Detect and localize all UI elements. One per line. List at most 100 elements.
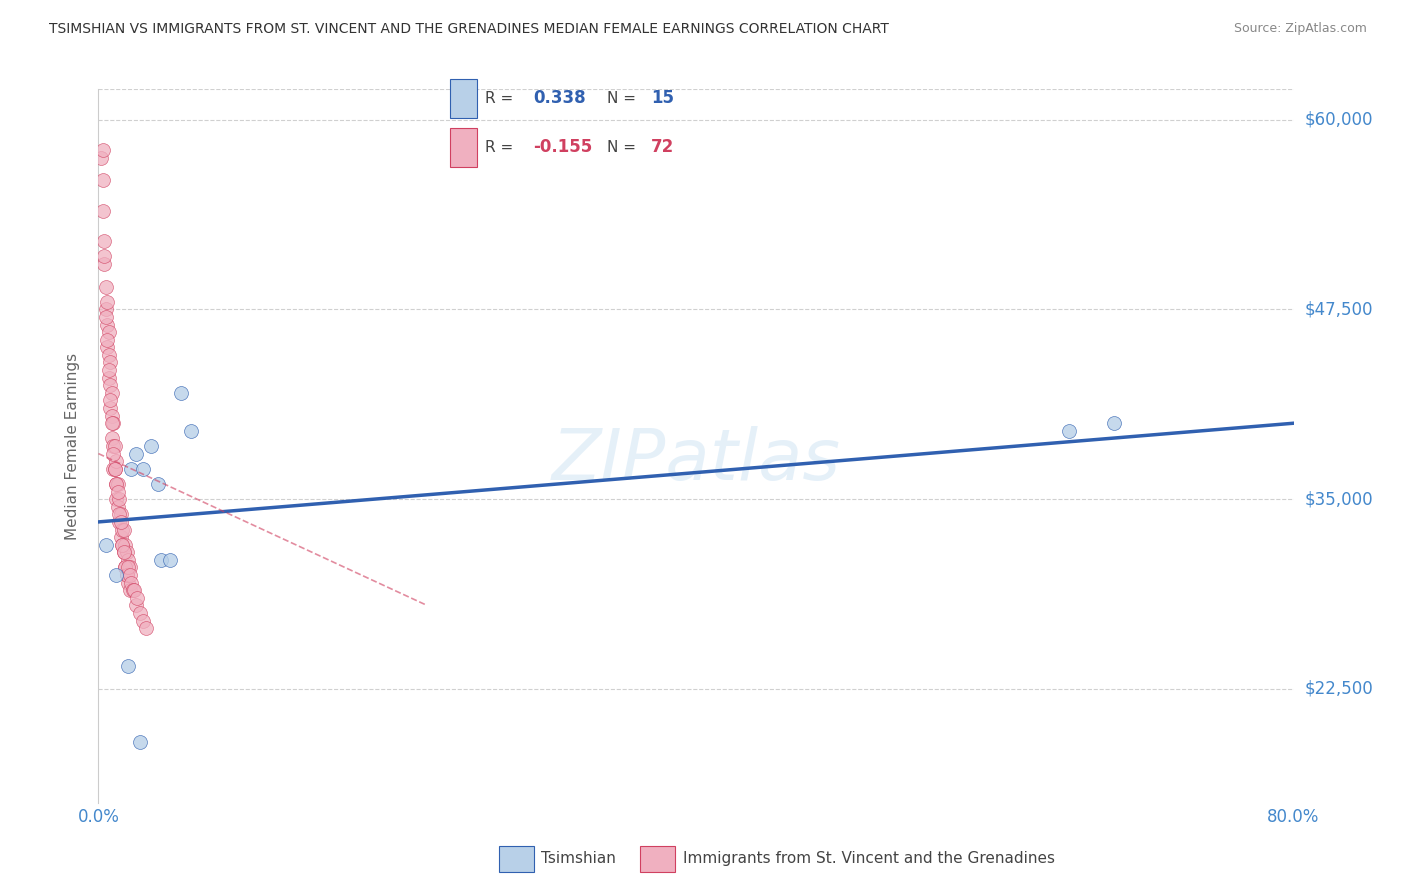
Point bbox=[148, 477, 170, 491]
Point bbox=[139, 439, 162, 453]
Text: $22,500: $22,500 bbox=[1305, 680, 1374, 698]
Point bbox=[120, 575, 142, 590]
Point bbox=[110, 515, 132, 529]
Point bbox=[101, 385, 124, 400]
Text: TSIMSHIAN VS IMMIGRANTS FROM ST. VINCENT AND THE GRENADINES MEDIAN FEMALE EARNIN: TSIMSHIAN VS IMMIGRANTS FROM ST. VINCENT… bbox=[49, 22, 889, 37]
Text: Tsimshian: Tsimshian bbox=[541, 852, 616, 866]
Point bbox=[91, 143, 114, 157]
Point bbox=[104, 462, 127, 476]
Point bbox=[105, 477, 128, 491]
Text: R =: R = bbox=[485, 140, 513, 155]
Text: ZIPatlas: ZIPatlas bbox=[551, 425, 841, 495]
Point bbox=[93, 257, 115, 271]
Text: 72: 72 bbox=[651, 138, 675, 156]
Text: N =: N = bbox=[607, 140, 637, 155]
Point bbox=[118, 568, 141, 582]
Point bbox=[124, 583, 146, 598]
Point bbox=[110, 508, 132, 522]
Point bbox=[103, 439, 125, 453]
Point bbox=[114, 538, 136, 552]
Point bbox=[98, 401, 122, 415]
Point bbox=[115, 545, 138, 559]
Point bbox=[159, 553, 181, 567]
Bar bbox=[450, 128, 477, 167]
Point bbox=[112, 545, 135, 559]
Point bbox=[97, 325, 120, 339]
Point bbox=[108, 508, 131, 522]
Point bbox=[118, 583, 141, 598]
Point bbox=[114, 560, 136, 574]
Point bbox=[94, 279, 117, 293]
Point bbox=[90, 151, 112, 165]
Point bbox=[101, 409, 124, 423]
Point bbox=[91, 173, 114, 187]
Point bbox=[93, 234, 115, 248]
Text: -0.155: -0.155 bbox=[533, 138, 592, 156]
Point bbox=[96, 340, 118, 354]
Point bbox=[108, 515, 131, 529]
Point bbox=[117, 560, 139, 574]
Point bbox=[132, 614, 155, 628]
Point bbox=[132, 462, 155, 476]
Point bbox=[117, 553, 139, 567]
Point bbox=[107, 484, 129, 499]
Point bbox=[107, 500, 129, 514]
Bar bbox=[450, 78, 477, 118]
Point bbox=[129, 606, 152, 620]
Point bbox=[115, 568, 138, 582]
Point bbox=[169, 385, 191, 400]
Point bbox=[94, 538, 117, 552]
Text: $60,000: $60,000 bbox=[1305, 111, 1374, 128]
Point bbox=[101, 431, 124, 445]
Point bbox=[115, 568, 138, 582]
Point bbox=[180, 424, 202, 438]
Point bbox=[125, 447, 148, 461]
Text: 15: 15 bbox=[651, 89, 675, 107]
Point bbox=[97, 370, 120, 384]
Point bbox=[111, 523, 134, 537]
Point bbox=[1104, 416, 1126, 430]
Point bbox=[117, 575, 139, 590]
Text: Immigrants from St. Vincent and the Grenadines: Immigrants from St. Vincent and the Gren… bbox=[683, 852, 1056, 866]
Point bbox=[108, 492, 131, 507]
Point bbox=[129, 735, 152, 749]
Point bbox=[96, 294, 118, 309]
Point bbox=[114, 560, 136, 574]
Point bbox=[117, 659, 139, 673]
Point bbox=[98, 378, 122, 392]
Text: $35,000: $35,000 bbox=[1305, 490, 1374, 508]
Point bbox=[98, 393, 122, 408]
Point bbox=[105, 568, 128, 582]
Point bbox=[94, 310, 117, 324]
Point bbox=[103, 416, 125, 430]
Text: R =: R = bbox=[485, 90, 513, 105]
Y-axis label: Median Female Earnings: Median Female Earnings bbox=[65, 352, 80, 540]
Point bbox=[101, 416, 124, 430]
Point bbox=[93, 249, 115, 263]
Text: Source: ZipAtlas.com: Source: ZipAtlas.com bbox=[1233, 22, 1367, 36]
Point bbox=[97, 363, 120, 377]
Point bbox=[118, 560, 141, 574]
Point bbox=[112, 545, 135, 559]
Point bbox=[125, 599, 148, 613]
Point bbox=[120, 462, 142, 476]
Point bbox=[97, 348, 120, 362]
Point bbox=[96, 333, 118, 347]
Point bbox=[105, 477, 128, 491]
Point bbox=[94, 302, 117, 317]
Point bbox=[111, 538, 134, 552]
Point bbox=[112, 523, 135, 537]
Point bbox=[121, 583, 143, 598]
Text: N =: N = bbox=[607, 90, 637, 105]
Point bbox=[104, 439, 127, 453]
Point bbox=[96, 318, 118, 332]
Text: $47,500: $47,500 bbox=[1305, 301, 1374, 318]
Point bbox=[105, 492, 128, 507]
Text: 0.338: 0.338 bbox=[533, 89, 586, 107]
Point bbox=[104, 462, 127, 476]
Point bbox=[103, 447, 125, 461]
Point bbox=[111, 538, 134, 552]
Point bbox=[110, 530, 132, 544]
Point bbox=[91, 203, 114, 218]
Point bbox=[98, 355, 122, 369]
